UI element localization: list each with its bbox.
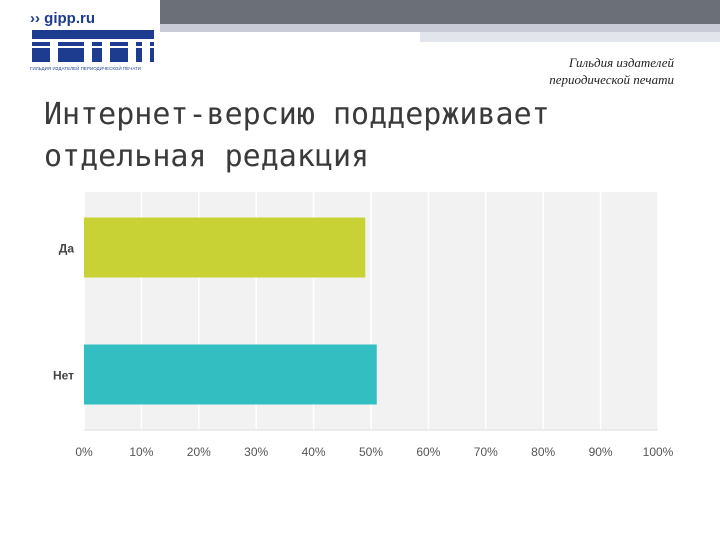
header-band-notch [420,32,720,42]
x-tick-label: 30% [244,445,268,459]
x-tick-label: 60% [416,445,440,459]
x-tick-label: 70% [474,445,498,459]
x-tick-label: 50% [359,445,383,459]
x-tick-label: 80% [531,445,555,459]
category-label: Нет [53,369,74,383]
header-band-light [160,24,720,32]
category-label: Да [59,242,75,256]
org-caption-line1: Гильдия издателей [568,55,674,70]
x-tick-label: 10% [129,445,153,459]
slide-title-line2: отдельная редакция [44,139,370,174]
header-band-dark [160,0,720,24]
gipp-logo-mark-icon [32,30,154,62]
bar-no [84,344,377,405]
slide-title-line1: Интернет-версию поддерживает [44,97,550,132]
x-tick-label: 90% [589,445,613,459]
bar-yes [84,217,366,278]
x-tick-label: 100% [643,445,674,459]
org-caption-line2: периодической печати [549,72,674,87]
slide-title: Интернет-версию поддерживает отдельная р… [44,94,684,178]
logo-site-text: ›› gipp.ru [30,10,95,27]
logo-caption: ГИЛЬДИЯ ИЗДАТЕЛЕЙ ПЕРИОДИЧЕСКОЙ ПЕЧАТИ [30,66,142,71]
x-tick-label: 0% [75,445,93,459]
gipp-logo: ›› gipp.ru ГИЛЬДИЯ ИЗДАТЕЛЕЙ ПЕРИОДИЧЕСК… [26,8,160,76]
org-caption: Гильдия издателей периодической печати [549,54,674,88]
x-tick-label: 20% [187,445,211,459]
x-tick-label: 40% [302,445,326,459]
